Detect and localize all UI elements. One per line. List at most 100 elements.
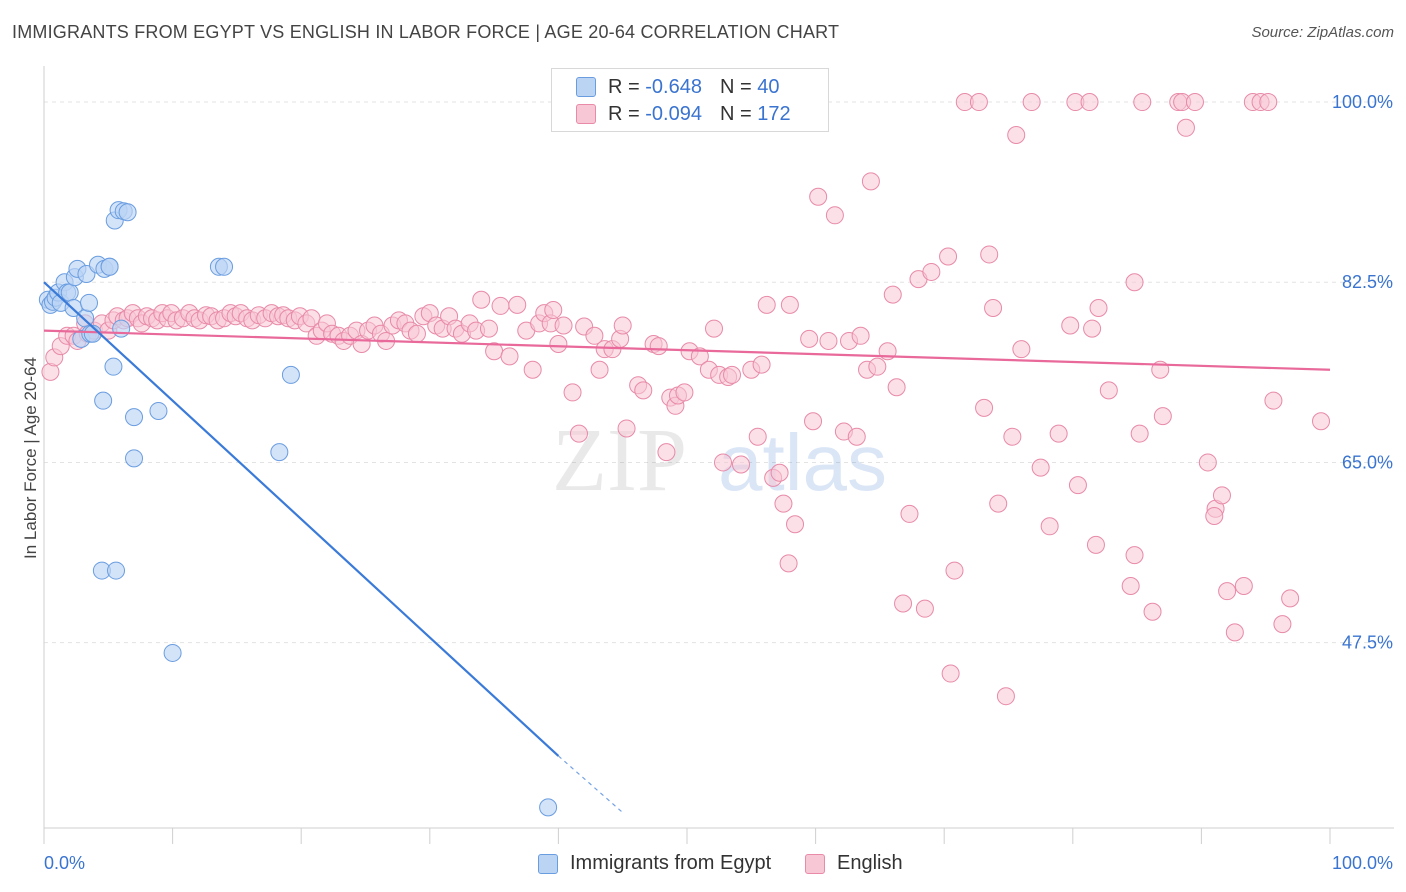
english-point: [809, 187, 828, 206]
egypt-point: [107, 561, 126, 580]
english-point: [1273, 615, 1292, 634]
stats-legend: R = -0.648 N = 40 R = -0.094 N = 172: [551, 68, 829, 132]
english-point: [1185, 93, 1204, 112]
legend-r-value: -0.648: [645, 75, 702, 98]
english-point: [887, 378, 906, 397]
english-point: [975, 398, 994, 417]
english-point: [590, 360, 609, 379]
english-point: [847, 427, 866, 446]
english-point: [1007, 125, 1026, 144]
english-point: [500, 347, 519, 366]
legend-r-label: R =: [608, 75, 640, 98]
english-point: [861, 172, 880, 191]
legend-swatch-egypt: [576, 77, 596, 97]
egypt-point: [163, 643, 182, 662]
legend-n-label: N =: [719, 75, 752, 98]
english-point: [1125, 273, 1144, 292]
english-point: [1099, 381, 1118, 400]
english-points: [41, 93, 1330, 706]
english-point: [1031, 458, 1050, 477]
english-point: [1264, 391, 1283, 410]
english-point: [969, 93, 988, 112]
egypt-point: [94, 391, 113, 410]
english-point: [563, 383, 582, 402]
english-point: [757, 295, 776, 314]
series-legend: Immigrants from Egypt English: [0, 852, 1406, 878]
english-point: [752, 355, 771, 374]
y-tick-label: 47.5%: [1342, 633, 1393, 653]
source-label: Source: ZipAtlas.com: [1251, 24, 1394, 41]
english-point: [1121, 577, 1140, 596]
egypt-trend-line: [43, 281, 560, 757]
english-point: [786, 515, 805, 534]
english-point: [723, 365, 742, 384]
egypt-point: [100, 257, 119, 276]
egypt-point: [125, 449, 144, 468]
legend-n-value: 172: [757, 102, 791, 125]
english-point: [868, 357, 887, 376]
english-point: [491, 296, 510, 315]
english-trend-line: [43, 329, 1331, 371]
tick-labels: 100.0% 82.5% 65.0% 47.5% 0.0% 100.0%: [44, 92, 1393, 873]
legend-n-label: N =: [719, 102, 752, 125]
english-point: [1176, 118, 1195, 137]
english-point: [479, 319, 498, 338]
legend-row-english: R = -0.094 N = 172: [576, 102, 791, 126]
y-tick-label: 82.5%: [1342, 272, 1393, 292]
english-point: [1205, 506, 1224, 525]
english-point: [1089, 298, 1108, 317]
english-point: [407, 324, 426, 343]
english-point: [851, 326, 870, 345]
english-point: [1080, 93, 1099, 112]
axes: [43, 66, 1394, 844]
english-point: [980, 245, 999, 264]
english-point: [1153, 407, 1172, 426]
english-point: [523, 360, 542, 379]
english-point: [1049, 424, 1068, 443]
egypt-point: [118, 203, 137, 222]
english-point: [984, 298, 1003, 317]
egypt-point: [281, 365, 300, 384]
english-point: [915, 599, 934, 618]
egypt-point: [112, 319, 131, 338]
english-point: [1068, 476, 1087, 495]
english-point: [585, 326, 604, 345]
english-point: [634, 381, 653, 400]
english-point: [690, 347, 709, 366]
english-point: [1061, 316, 1080, 335]
english-point: [922, 262, 941, 281]
english-point: [1143, 602, 1162, 621]
english-point: [675, 383, 694, 402]
egypt-point: [215, 257, 234, 276]
egypt-point: [60, 283, 79, 302]
legend-swatch-egypt: [538, 853, 558, 874]
english-point: [825, 206, 844, 225]
english-point: [1022, 93, 1041, 112]
egypt-point: [125, 408, 144, 427]
english-point: [819, 331, 838, 350]
english-point: [549, 335, 568, 354]
english-point: [732, 455, 751, 474]
english-point: [1086, 535, 1105, 554]
english-point: [508, 295, 527, 314]
english-point: [1218, 582, 1237, 601]
english-point: [1133, 93, 1152, 112]
y-axis-label: In Labor Force | Age 20-64: [21, 357, 40, 559]
english-point: [774, 494, 793, 513]
y-tick-label: 100.0%: [1332, 92, 1393, 112]
english-point: [705, 319, 724, 338]
english-point: [1130, 424, 1149, 443]
english-point: [779, 554, 798, 573]
legend-label-egypt: Immigrants from Egypt: [570, 852, 772, 874]
english-point: [544, 301, 563, 320]
english-point: [649, 337, 668, 356]
english-point: [1225, 623, 1244, 642]
english-point: [941, 664, 960, 683]
english-point: [617, 419, 636, 438]
english-point: [945, 561, 964, 580]
english-point: [657, 443, 676, 462]
english-point: [748, 427, 767, 446]
legend-item-english[interactable]: English: [805, 852, 903, 875]
legend-item-egypt[interactable]: Immigrants from Egypt: [538, 852, 771, 875]
